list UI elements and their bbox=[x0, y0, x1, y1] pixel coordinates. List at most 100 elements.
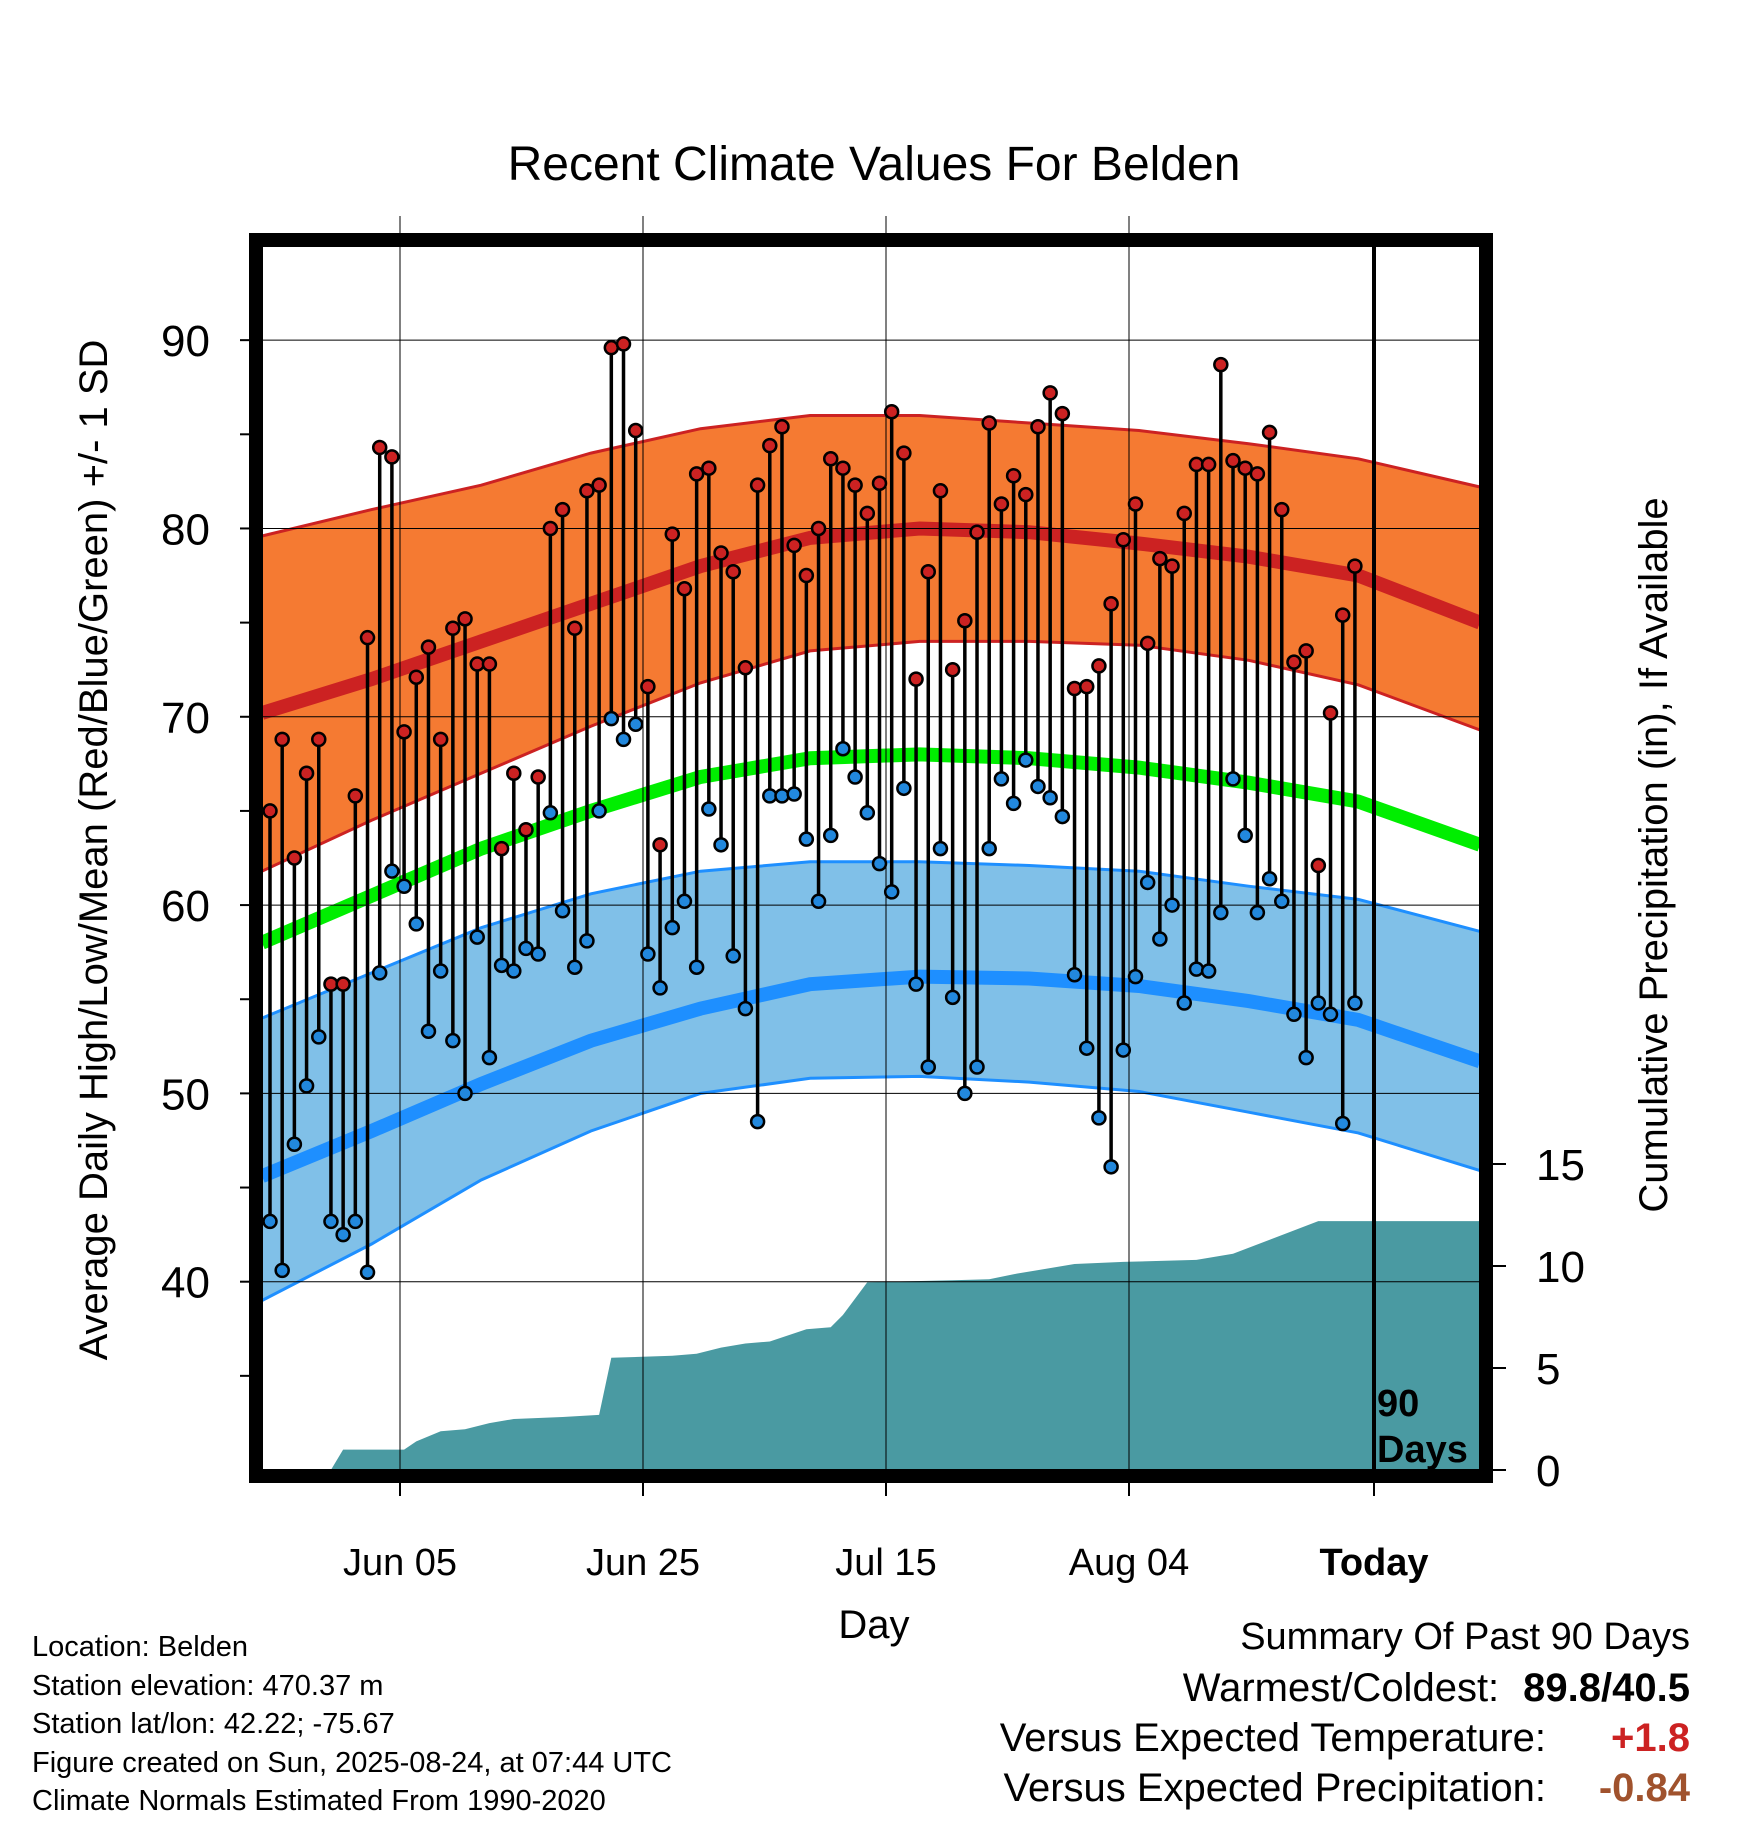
daily-low-point bbox=[725, 948, 741, 964]
daily-high-point bbox=[1347, 558, 1363, 574]
daily-low-point bbox=[432, 963, 449, 979]
daily-high-point bbox=[591, 477, 607, 493]
x-tick-label: Jun 05 bbox=[343, 1542, 457, 1584]
daily-high-point bbox=[774, 419, 790, 435]
daily-high-point bbox=[1115, 532, 1132, 548]
daily-low-point bbox=[676, 893, 693, 910]
daily-high-point bbox=[908, 671, 924, 687]
daily-high-point bbox=[640, 678, 656, 695]
daily-high-point bbox=[408, 669, 425, 685]
daily-high-point bbox=[1249, 466, 1266, 482]
daily-high-point bbox=[530, 769, 546, 785]
x-tick-label: Jun 25 bbox=[586, 1542, 700, 1584]
warm-cold-label: Warmest/Coldest: bbox=[1182, 1666, 1500, 1710]
daily-low-point bbox=[993, 771, 1010, 787]
daily-low-point bbox=[615, 731, 632, 748]
daily-low-point bbox=[810, 893, 827, 910]
daily-low-point bbox=[603, 710, 620, 727]
daily-high-point bbox=[981, 415, 997, 431]
summary-panel: Summary Of Past 90 Days Warmest/Coldest:… bbox=[1000, 1616, 1690, 1816]
daily-high-point bbox=[311, 731, 327, 748]
daily-low-point bbox=[798, 831, 815, 847]
y-left-tick-label: 80 bbox=[161, 505, 210, 554]
daily-high-point bbox=[542, 520, 559, 537]
daily-high-point bbox=[262, 803, 278, 819]
low-band-upper-edge bbox=[261, 860, 1481, 1020]
plot-area: 40 50 60 70 80 90 0 5 10 15 Jun 05 Jun 25 Jul 15 Aug … bbox=[161, 216, 1585, 1584]
daily-low-point bbox=[981, 840, 997, 857]
daily-high-point bbox=[1139, 635, 1156, 652]
y-right-tick-label: 5 bbox=[1536, 1345, 1560, 1394]
daily-high-point bbox=[1286, 654, 1302, 670]
temp-delta-value: +1.8 bbox=[1611, 1716, 1690, 1760]
daily-high-point bbox=[1042, 385, 1058, 401]
daily-low-point bbox=[847, 769, 863, 785]
normal-mean-line bbox=[259, 747, 1483, 950]
daily-low-point bbox=[1298, 1049, 1314, 1066]
daily-low-point bbox=[774, 788, 790, 804]
daily-high-point bbox=[1176, 505, 1192, 522]
daily-low-point bbox=[1213, 904, 1229, 921]
y-right-tick-label: 10 bbox=[1536, 1243, 1585, 1292]
daily-high-point bbox=[688, 466, 705, 482]
daily-high-point bbox=[1213, 356, 1229, 373]
daily-low-point bbox=[1115, 1042, 1132, 1058]
daily-low-point bbox=[883, 884, 900, 900]
daily-high-point bbox=[1018, 486, 1034, 503]
daily-high-point bbox=[1005, 467, 1022, 484]
daily-low-point bbox=[1152, 931, 1168, 947]
precip-label: Versus Expected Precipitation: bbox=[1003, 1766, 1546, 1810]
daily-high-point bbox=[786, 537, 802, 554]
daily-high-point bbox=[627, 422, 644, 439]
daily-low-point bbox=[323, 1213, 339, 1230]
daily-low-point bbox=[737, 1000, 754, 1017]
daily-low-point bbox=[311, 1029, 327, 1045]
daily-low-point bbox=[1200, 963, 1217, 979]
daily-high-point bbox=[493, 840, 510, 857]
daily-high-point bbox=[1237, 460, 1253, 476]
daily-low-point bbox=[371, 965, 388, 981]
daily-low-point bbox=[262, 1213, 278, 1230]
daily-low-point bbox=[1103, 1159, 1119, 1175]
daily-low-point bbox=[627, 716, 644, 733]
daily-low-point bbox=[506, 963, 522, 979]
daily-high-point bbox=[274, 731, 290, 748]
daily-low-point bbox=[1310, 995, 1327, 1011]
daily-high-point bbox=[1054, 405, 1071, 422]
y-right-axis-label: Cumulative Precipitation (in), If Availa… bbox=[1632, 497, 1676, 1212]
y-left-tick-label: 60 bbox=[161, 882, 210, 931]
normals-text: Climate Normals Estimated From 1990-2020 bbox=[32, 1785, 606, 1817]
chart-title: Recent Climate Values For Belden bbox=[508, 138, 1241, 191]
daily-low-point bbox=[420, 1023, 437, 1039]
y-left-tick-label: 40 bbox=[161, 1259, 210, 1308]
daily-high-point bbox=[762, 437, 778, 454]
daily-high-point bbox=[1310, 857, 1327, 874]
daily-high-point bbox=[1091, 658, 1107, 674]
daily-low-point bbox=[932, 840, 949, 857]
daily-high-point bbox=[506, 765, 522, 782]
daily-low-point bbox=[396, 878, 412, 894]
daily-low-point bbox=[1347, 995, 1363, 1011]
daily-low-point bbox=[445, 1032, 461, 1049]
daily-low-point bbox=[835, 741, 851, 757]
daily-high-point bbox=[432, 731, 449, 748]
daily-low-point bbox=[652, 980, 668, 996]
daily-high-point bbox=[798, 567, 815, 584]
daily-high-point bbox=[737, 660, 754, 676]
daily-low-point bbox=[567, 959, 583, 975]
daily-high-point bbox=[481, 656, 498, 672]
daily-low-point bbox=[542, 805, 559, 821]
daily-low-point bbox=[481, 1049, 498, 1066]
elevation-text: Station elevation: 470.37 m bbox=[32, 1669, 384, 1702]
daily-high-point bbox=[554, 501, 571, 518]
daily-low-point bbox=[749, 1113, 766, 1130]
daily-high-point bbox=[835, 460, 851, 476]
daily-high-point bbox=[664, 526, 681, 542]
daily-low-point bbox=[1188, 961, 1205, 977]
daily-low-point bbox=[493, 957, 510, 974]
daily-high-point bbox=[883, 403, 900, 420]
high-band-upper-edge bbox=[261, 414, 1481, 538]
daily-low-point bbox=[1237, 827, 1253, 844]
daily-high-point bbox=[579, 483, 595, 499]
